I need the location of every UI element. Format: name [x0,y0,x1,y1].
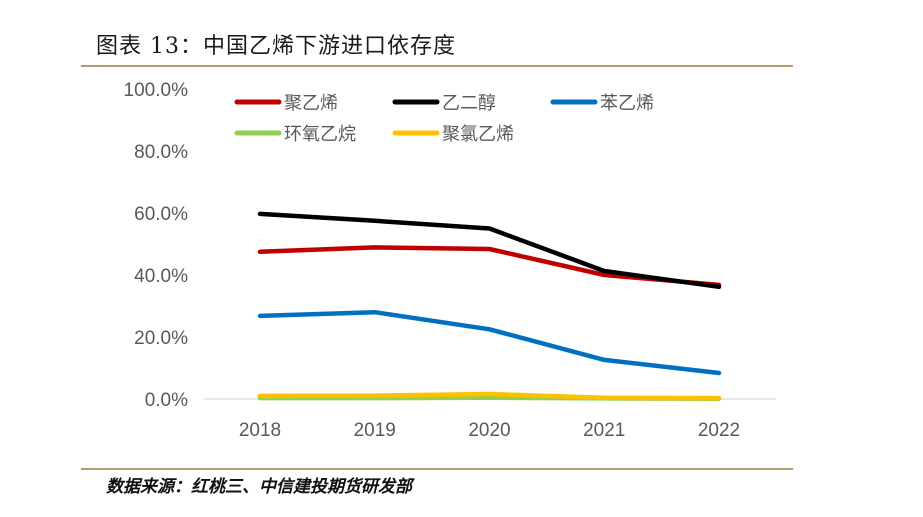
series-line-5 [257,391,722,401]
y-tick-label: 80.0% [134,142,188,163]
legend-label: 环氧乙烷 [284,124,356,145]
series-lines [257,211,722,401]
legend-label: 聚氯乙烯 [442,124,514,145]
footer-divider [81,468,793,470]
series-line-3 [257,309,722,376]
x-tick-label: 2020 [468,420,510,441]
series-line-2 [257,211,722,290]
y-tick-label: 40.0% [134,266,188,287]
y-axis: 0.0% 20.0% 40.0% 60.0% 80.0% 100.0% [124,80,189,411]
y-tick-label: 20.0% [134,328,188,349]
y-tick-label: 60.0% [134,204,188,225]
figure-title: 图表 13：中国乙烯下游进口依存度 [96,34,456,59]
x-axis: 2018 2019 2020 2021 2022 [204,398,776,441]
legend-label: 苯乙烯 [600,93,654,114]
y-tick-label: 0.0% [145,390,188,411]
x-tick-label: 2019 [354,420,396,441]
title-divider [81,65,793,67]
legend-label: 聚乙烯 [284,93,338,114]
y-tick-label: 100.0% [124,80,189,101]
x-tick-label: 2018 [239,420,281,441]
data-source: 数据来源：红桃三、中信建投期货研发部 [106,477,412,497]
x-tick-label: 2022 [698,420,740,441]
x-tick-label: 2021 [583,420,625,441]
legend-label: 乙二醇 [442,93,496,114]
